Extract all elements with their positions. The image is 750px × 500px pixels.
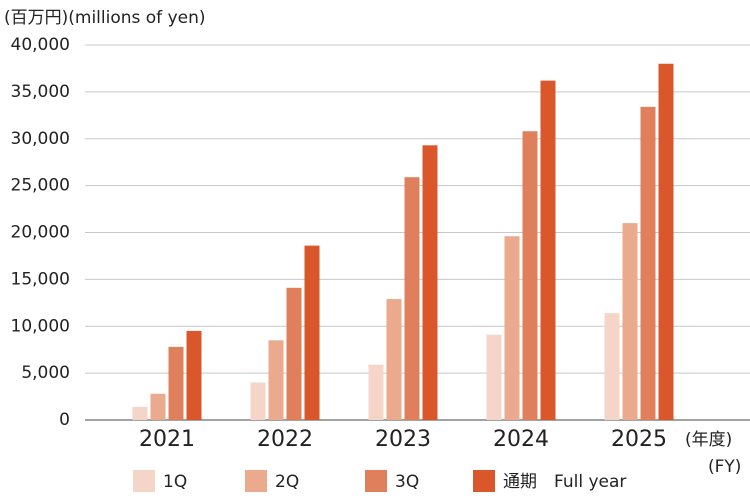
x-tick-label: 2024 — [493, 427, 549, 452]
bar — [250, 382, 266, 420]
legend-swatch — [365, 470, 387, 492]
y-tick-label: 0 — [59, 410, 70, 430]
y-tick-label: 40,000 — [11, 35, 70, 55]
bar — [622, 223, 638, 420]
legend-label: 通期 Full year — [503, 472, 626, 492]
legend-swatch — [133, 470, 155, 492]
x-axis-label: (年度) — [685, 430, 732, 450]
chart-title: (百万円)(millions of yen) — [4, 8, 206, 28]
y-tick-label: 20,000 — [11, 223, 70, 243]
bar — [504, 236, 520, 420]
bar — [404, 177, 420, 420]
bar — [640, 106, 656, 420]
bar — [168, 346, 184, 420]
x-tick-label: 2022 — [257, 427, 313, 452]
x-tick-label: 2025 — [611, 427, 667, 452]
bar — [486, 334, 502, 420]
bar — [150, 393, 166, 420]
bar — [540, 80, 556, 420]
legend-label: 1Q — [163, 472, 187, 492]
legend-swatch — [245, 470, 267, 492]
bar — [132, 406, 148, 420]
legend-swatch — [473, 470, 495, 492]
y-tick-label: 15,000 — [11, 269, 70, 289]
bar — [268, 340, 284, 420]
bar — [604, 313, 620, 420]
y-tick-label: 30,000 — [11, 129, 70, 149]
legend-label: 2Q — [275, 472, 299, 492]
y-tick-label: 10,000 — [11, 316, 70, 336]
bar — [286, 287, 302, 420]
y-tick-label: 35,000 — [11, 82, 70, 102]
bar — [658, 63, 674, 420]
y-tick-label: 5,000 — [21, 363, 70, 383]
bar — [368, 364, 384, 420]
legend-label: 3Q — [395, 472, 419, 492]
bar — [422, 145, 438, 420]
bar — [522, 131, 538, 420]
x-tick-label: 2023 — [375, 427, 431, 452]
x-tick-label: 2021 — [139, 427, 195, 452]
y-tick-label: 25,000 — [11, 176, 70, 196]
bar — [186, 330, 202, 420]
x-axis-label-sub: (FY) — [708, 457, 741, 477]
bar — [386, 299, 402, 420]
bar — [304, 245, 320, 420]
